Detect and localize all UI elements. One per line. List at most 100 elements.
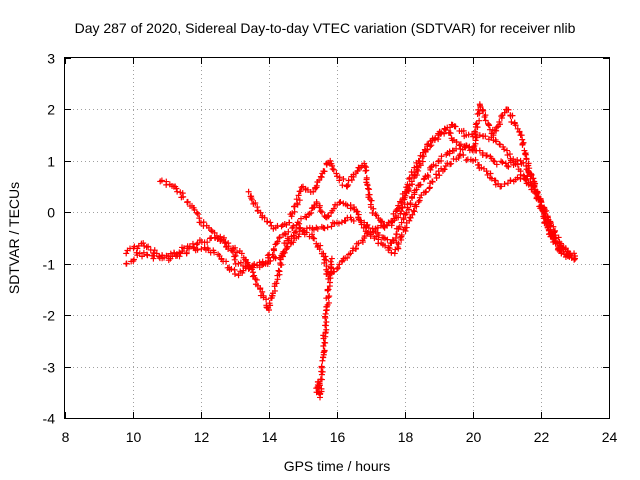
data-point — [231, 256, 238, 263]
data-point — [198, 245, 205, 252]
data-point — [237, 259, 244, 266]
data-point — [217, 233, 224, 240]
data-point — [361, 162, 368, 169]
data-point — [189, 240, 196, 247]
data-point — [291, 229, 298, 236]
data-point — [393, 214, 400, 221]
data-point — [236, 247, 243, 254]
y-tick-label: -2 — [43, 308, 56, 324]
data-point — [232, 260, 239, 267]
data-point — [389, 236, 396, 243]
data-point — [290, 232, 297, 239]
data-point — [527, 171, 534, 178]
data-point — [339, 182, 346, 189]
data-point — [372, 228, 379, 235]
data-point — [452, 123, 459, 130]
data-point — [364, 185, 371, 192]
data-point — [343, 183, 350, 190]
data-point — [334, 265, 340, 272]
data-point — [400, 216, 407, 223]
data-point — [259, 262, 266, 269]
data-point — [337, 199, 344, 205]
data-point — [372, 225, 379, 232]
data-point — [318, 363, 325, 370]
data-point — [291, 208, 298, 215]
data-point — [330, 166, 337, 173]
data-point — [313, 182, 320, 189]
data-point — [270, 225, 277, 232]
data-point — [397, 234, 404, 241]
data-point — [370, 205, 377, 212]
data-point — [426, 185, 433, 192]
data-point — [323, 319, 330, 326]
data-point — [207, 235, 214, 242]
data-point — [427, 143, 434, 150]
data-point — [534, 190, 541, 197]
data-point — [476, 117, 483, 124]
data-point — [174, 188, 181, 195]
data-point — [457, 141, 464, 148]
data-point — [321, 168, 328, 175]
data-point — [281, 240, 288, 247]
x-tick-label: 18 — [398, 429, 414, 445]
data-point — [411, 208, 418, 215]
data-point — [406, 217, 413, 224]
data-point — [286, 219, 293, 226]
data-point — [281, 249, 288, 256]
data-point — [322, 339, 329, 346]
data-point — [378, 219, 385, 226]
data-point — [336, 174, 343, 181]
data-point — [505, 163, 512, 170]
data-point — [319, 357, 326, 364]
data-point — [409, 211, 416, 218]
data-point — [317, 173, 324, 180]
data-point — [395, 241, 402, 248]
data-point — [419, 158, 426, 165]
data-point — [194, 246, 201, 253]
data-point — [330, 205, 337, 212]
data-point — [216, 252, 223, 259]
data-point — [352, 245, 359, 252]
data-point — [429, 178, 436, 185]
data-point — [481, 113, 488, 120]
data-point — [388, 249, 395, 256]
data-point — [501, 109, 508, 116]
data-point — [413, 203, 420, 210]
data-point — [249, 273, 256, 280]
data-point — [347, 205, 354, 212]
data-point — [470, 144, 477, 151]
data-point — [432, 162, 439, 169]
y-tick-label: 0 — [47, 205, 55, 221]
data-point — [551, 229, 558, 236]
data-point — [497, 141, 504, 148]
data-point — [473, 134, 480, 141]
data-point — [321, 347, 328, 354]
data-point — [501, 146, 508, 153]
data-point — [290, 223, 297, 230]
data-point — [264, 218, 271, 225]
data-point — [568, 254, 575, 261]
data-point — [123, 250, 130, 257]
data-point — [327, 258, 334, 265]
data-point — [123, 260, 130, 267]
data-point — [355, 214, 362, 221]
data-point — [165, 257, 172, 264]
data-point — [313, 200, 320, 207]
data-point — [222, 238, 229, 245]
data-point — [316, 177, 323, 184]
data-point — [413, 186, 420, 193]
data-point — [512, 122, 519, 129]
data-point — [257, 209, 264, 216]
data-point — [514, 174, 521, 181]
data-point — [398, 199, 405, 206]
data-point — [364, 181, 371, 188]
data-point — [517, 171, 524, 178]
data-point — [407, 200, 414, 207]
data-point — [368, 197, 375, 204]
data-point — [176, 249, 183, 256]
data-point — [420, 176, 427, 183]
data-point — [179, 244, 186, 251]
data-point — [447, 130, 454, 137]
